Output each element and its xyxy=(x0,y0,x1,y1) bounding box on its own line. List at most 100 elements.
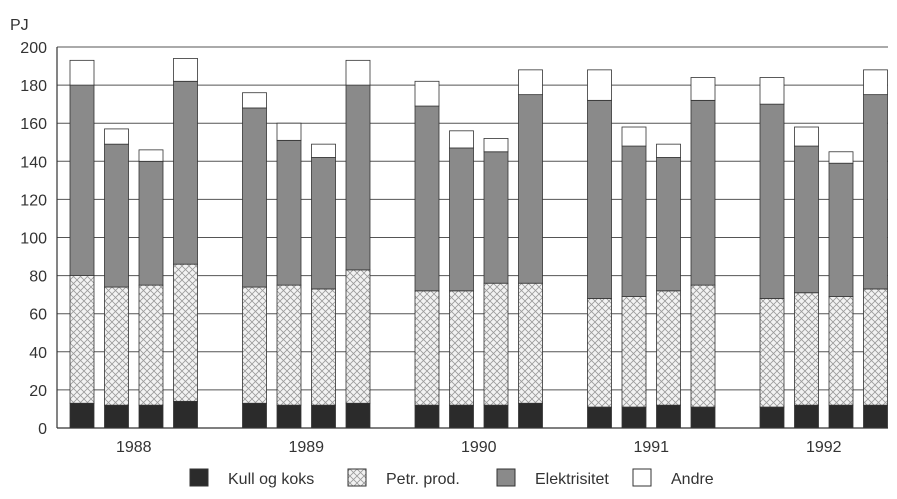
bar-segment-kull-og-koks xyxy=(656,404,681,429)
bar-segment-kull-og-koks xyxy=(587,406,612,429)
bar-segment-petr-prod xyxy=(794,292,819,406)
bar-segment-andre xyxy=(104,128,129,145)
bar-segment-andre xyxy=(518,69,543,96)
bar-segment-elektrisitet xyxy=(69,84,95,276)
legend-swatch xyxy=(496,468,516,487)
bar-segment-kull-og-koks xyxy=(690,406,716,429)
y-tick-label: 200 xyxy=(20,40,47,57)
bar-segment-petr-prod xyxy=(449,290,474,406)
bar-segment-andre xyxy=(794,126,819,147)
bar-segment-elektrisitet xyxy=(173,80,198,265)
bar-segment-andre xyxy=(621,126,647,147)
bar-segment-andre xyxy=(656,143,681,158)
bar-segment-kull-og-koks xyxy=(276,404,302,429)
y-tick-label: 160 xyxy=(20,116,47,133)
bar-segment-elektrisitet xyxy=(690,99,716,286)
legend-swatch xyxy=(632,468,652,487)
bar-segment-elektrisitet xyxy=(621,145,647,297)
bar-segment-petr-prod xyxy=(345,269,371,404)
bar-segment-elektrisitet xyxy=(483,151,509,284)
y-tick-label: 0 xyxy=(38,421,47,438)
bar-segment-andre xyxy=(449,130,474,149)
bar-segment-andre xyxy=(587,69,612,101)
bar-segment-kull-og-koks xyxy=(345,402,371,429)
bar-segment-andre xyxy=(276,122,302,141)
bar-segment-kull-og-koks xyxy=(828,404,854,429)
bar-segment-petr-prod xyxy=(483,282,509,406)
x-tick-label: 1992 xyxy=(806,439,842,456)
bar-segment-kull-og-koks xyxy=(311,404,336,429)
legend-label: Andre xyxy=(671,471,714,488)
bar-segment-petr-prod xyxy=(518,282,543,404)
bar-segment-kull-og-koks xyxy=(242,402,267,429)
bar-segment-petr-prod xyxy=(587,298,612,408)
legend-label: Kull og koks xyxy=(228,471,314,488)
bar-segment-petr-prod xyxy=(656,290,681,406)
bar-segment-andre xyxy=(138,149,164,162)
x-tick-label: 1991 xyxy=(633,439,669,456)
bar-segment-elektrisitet xyxy=(828,162,854,297)
bar-segment-kull-og-koks xyxy=(863,404,888,429)
bar-segment-andre xyxy=(759,77,785,105)
bar-segment-andre xyxy=(311,143,336,158)
y-tick-label: 120 xyxy=(20,192,47,209)
bar-segment-petr-prod xyxy=(242,286,267,404)
y-tick-label: 140 xyxy=(20,154,47,171)
bar-segment-petr-prod xyxy=(173,263,198,402)
x-tick-label: 1990 xyxy=(461,439,497,456)
bar-segment-andre xyxy=(483,138,509,153)
bar-segment-petr-prod xyxy=(863,288,888,406)
bar-segment-elektrisitet xyxy=(276,139,302,286)
bar-segment-andre xyxy=(414,80,440,107)
bar-segment-andre xyxy=(69,59,95,86)
bar-segment-elektrisitet xyxy=(587,99,612,299)
y-tick-label: 100 xyxy=(20,231,47,248)
bar-segment-petr-prod xyxy=(690,284,716,408)
legend-swatch xyxy=(347,468,367,487)
bar-segment-kull-og-koks xyxy=(69,402,95,429)
bar-segment-andre xyxy=(173,58,198,82)
bar-segment-andre xyxy=(690,77,716,101)
bar-segment-elektrisitet xyxy=(656,157,681,292)
bar-segment-kull-og-koks xyxy=(138,404,164,429)
bar-segment-elektrisitet xyxy=(759,103,785,299)
bar-segment-petr-prod xyxy=(828,296,854,406)
bar-segment-andre xyxy=(242,92,267,109)
bar-segment-elektrisitet xyxy=(311,157,336,290)
bar-segment-kull-og-koks xyxy=(518,402,543,429)
bar-segment-kull-og-koks xyxy=(794,404,819,429)
bar-segment-petr-prod xyxy=(759,298,785,408)
bar-segment-kull-og-koks xyxy=(414,404,440,429)
bar-segment-kull-og-koks xyxy=(621,406,647,429)
bar-segment-elektrisitet xyxy=(138,160,164,286)
bar-segment-kull-og-koks xyxy=(759,406,785,429)
y-tick-label: 80 xyxy=(29,269,47,286)
bar-segment-elektrisitet xyxy=(242,107,267,288)
bar-segment-petr-prod xyxy=(276,284,302,406)
y-tick-label: 40 xyxy=(29,345,47,362)
bar-segment-elektrisitet xyxy=(345,84,371,271)
bar-segment-andre xyxy=(863,69,888,96)
bar-segment-petr-prod xyxy=(414,290,440,406)
bar-segment-elektrisitet xyxy=(414,105,440,292)
bar-segment-andre xyxy=(828,151,854,164)
bar-segment-kull-og-koks xyxy=(104,404,129,429)
legend-label: Elektrisitet xyxy=(535,471,609,488)
bar-segment-andre xyxy=(345,59,371,86)
y-tick-label: 20 xyxy=(29,383,47,400)
bar-segment-kull-og-koks xyxy=(449,404,474,429)
legend-swatch xyxy=(189,468,209,487)
bar-segment-kull-og-koks xyxy=(173,400,198,429)
bar-segment-kull-og-koks xyxy=(483,404,509,429)
bar-segment-petr-prod xyxy=(311,288,336,406)
bar-segment-petr-prod xyxy=(138,284,164,406)
bar-segment-petr-prod xyxy=(69,275,95,404)
y-tick-label: 180 xyxy=(20,78,47,95)
bar-segment-petr-prod xyxy=(104,286,129,406)
x-tick-label: 1988 xyxy=(116,439,152,456)
bar-segment-petr-prod xyxy=(621,296,647,408)
bar-segment-elektrisitet xyxy=(794,145,819,294)
bar-segment-elektrisitet xyxy=(518,94,543,284)
